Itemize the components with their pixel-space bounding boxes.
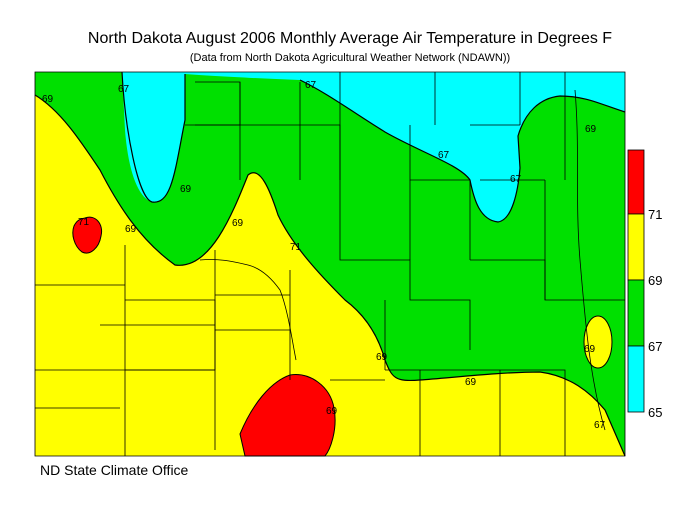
contour-label: 69 bbox=[376, 352, 388, 363]
legend-bin-above-71 bbox=[627, 149, 645, 215]
legend-bin-69-71 bbox=[627, 213, 645, 281]
contour-label: 69 bbox=[584, 344, 596, 355]
zone-above-71-south bbox=[239, 374, 336, 457]
contour-label: 71 bbox=[290, 242, 302, 253]
legend-tick: 71 bbox=[648, 207, 662, 222]
contour-label: 69 bbox=[585, 124, 597, 135]
zone-69-71-west-south bbox=[35, 95, 625, 456]
legend-tick: 65 bbox=[648, 405, 662, 420]
contour-label: 71 bbox=[78, 217, 90, 228]
zone-69-71-east-pocket bbox=[583, 315, 613, 369]
county-boundaries bbox=[34, 71, 626, 457]
credit-line: ND State Climate Office bbox=[40, 462, 189, 478]
contour-label: 69 bbox=[180, 184, 192, 195]
contour-label: 67 bbox=[305, 80, 317, 91]
contour-label: 67 bbox=[594, 420, 606, 431]
contour-lines bbox=[34, 71, 626, 457]
contour-label: 67 bbox=[438, 150, 450, 161]
map-title: North Dakota August 2006 Monthly Average… bbox=[87, 30, 613, 47]
contour-label: 69 bbox=[232, 218, 244, 229]
legend-tick: 69 bbox=[648, 273, 662, 288]
zone-above-71-west bbox=[72, 216, 103, 254]
contour-label: 69 bbox=[326, 406, 338, 417]
contour-label: 69 bbox=[465, 377, 477, 388]
contour-label: 69 bbox=[42, 94, 54, 105]
legend-bin-below-67 bbox=[627, 345, 645, 413]
legend-bin-67-69 bbox=[627, 279, 645, 347]
contour-label: 67 bbox=[118, 84, 130, 95]
contour-label: 69 bbox=[125, 224, 137, 235]
legend-tick: 67 bbox=[648, 339, 662, 354]
zone-below-67-north bbox=[122, 72, 625, 222]
contour-label: 67 bbox=[510, 174, 522, 185]
map-subtitle: (Data from North Dakota Agricultural Wea… bbox=[189, 52, 511, 64]
legend: 71 69 67 65 bbox=[627, 149, 662, 420]
